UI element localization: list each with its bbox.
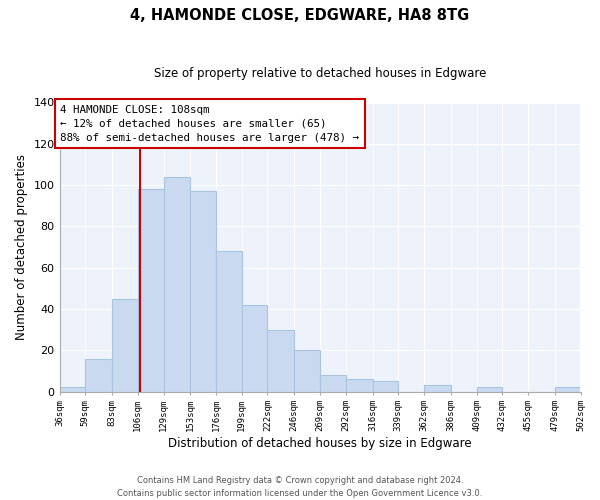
- Bar: [85, 358, 112, 392]
- Bar: [320, 375, 346, 392]
- Y-axis label: Number of detached properties: Number of detached properties: [15, 154, 28, 340]
- Bar: [242, 305, 268, 392]
- X-axis label: Distribution of detached houses by size in Edgware: Distribution of detached houses by size …: [168, 437, 472, 450]
- Bar: [138, 189, 164, 392]
- Text: 4, HAMONDE CLOSE, EDGWARE, HA8 8TG: 4, HAMONDE CLOSE, EDGWARE, HA8 8TG: [130, 8, 470, 22]
- Bar: [59, 388, 85, 392]
- Bar: [268, 330, 295, 392]
- Bar: [346, 379, 373, 392]
- Bar: [112, 298, 138, 392]
- Bar: [476, 388, 502, 392]
- Text: 4 HAMONDE CLOSE: 108sqm
← 12% of detached houses are smaller (65)
88% of semi-de: 4 HAMONDE CLOSE: 108sqm ← 12% of detache…: [60, 104, 359, 142]
- Bar: [295, 350, 320, 392]
- Bar: [555, 388, 581, 392]
- Bar: [190, 192, 216, 392]
- Text: Contains HM Land Registry data © Crown copyright and database right 2024.
Contai: Contains HM Land Registry data © Crown c…: [118, 476, 482, 498]
- Title: Size of property relative to detached houses in Edgware: Size of property relative to detached ho…: [154, 68, 486, 80]
- Bar: [164, 177, 190, 392]
- Bar: [373, 381, 398, 392]
- Bar: [216, 251, 242, 392]
- Bar: [424, 386, 451, 392]
